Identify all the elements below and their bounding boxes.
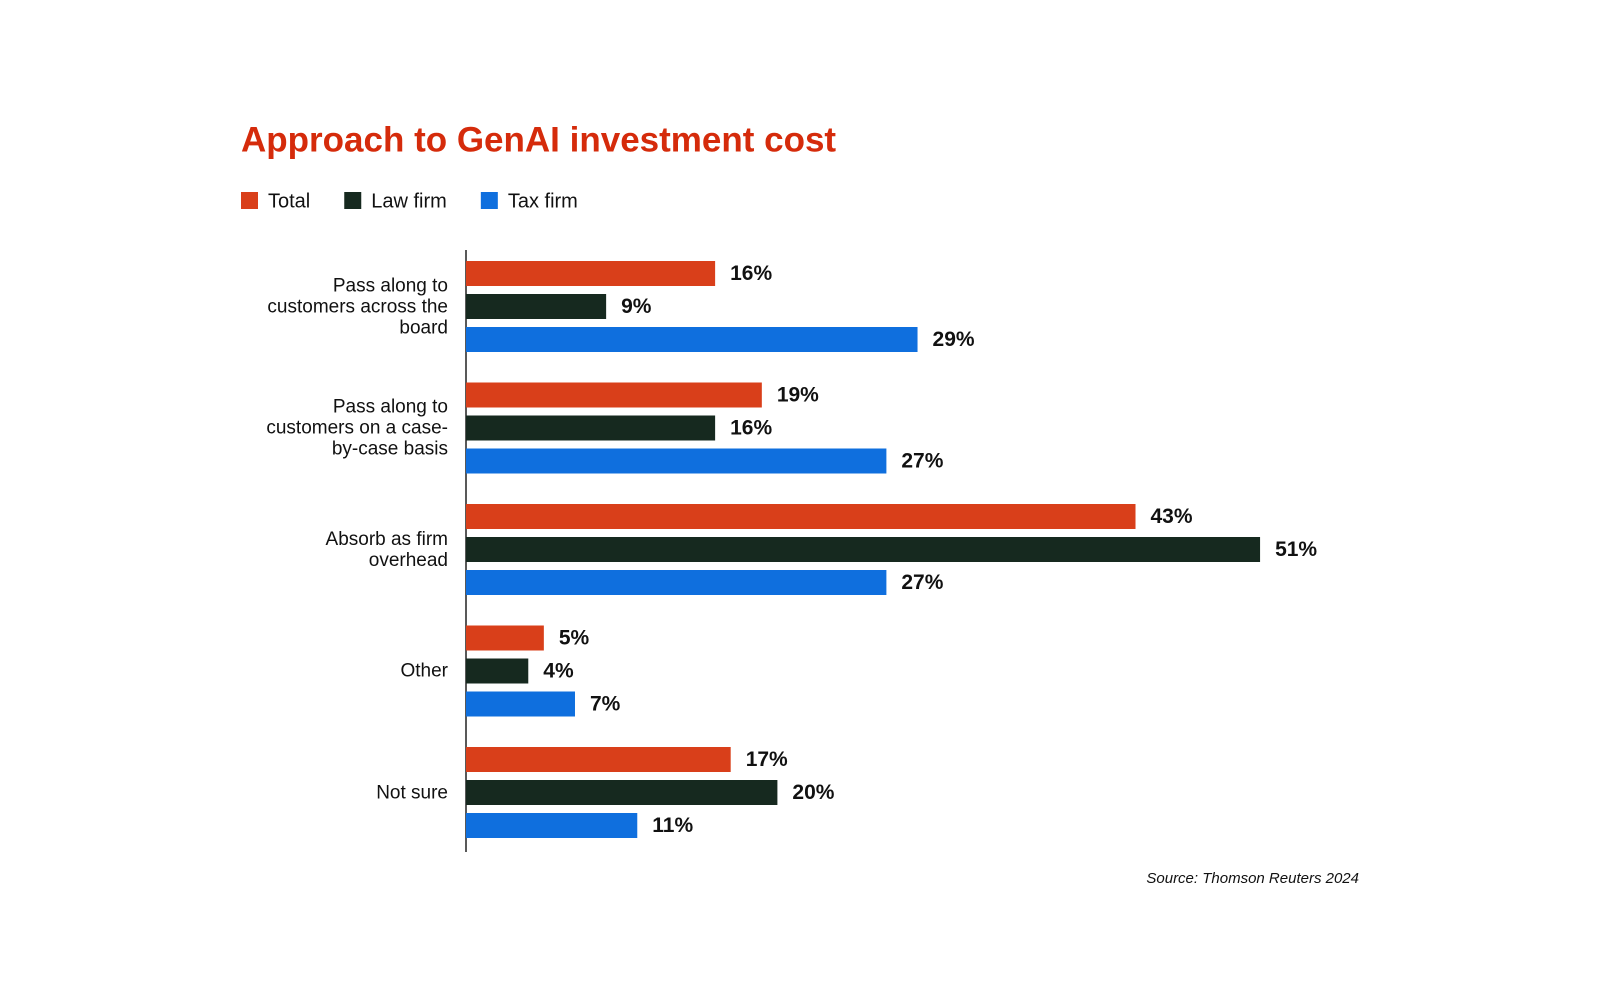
value-label: 9% [621,295,652,318]
bar [466,747,731,772]
value-label: 19% [777,384,819,407]
legend-label: Tax firm [508,190,578,212]
legend-swatch [344,192,362,209]
value-label: 51% [1275,538,1317,561]
bar [466,570,887,595]
value-label: 7% [590,693,621,716]
bar [466,813,638,838]
category-label: Pass along to customers across the board [267,275,448,338]
bar [466,448,887,474]
value-label: 20% [792,781,834,804]
value-label: 16% [730,262,772,285]
value-label: 4% [543,660,574,683]
bar [466,537,1261,562]
legend-label: Law firm [371,190,447,212]
legend-swatch [480,192,498,209]
bar [466,691,575,717]
value-label: 29% [933,328,975,351]
value-label: 11% [652,814,693,837]
category-label: Absorb as firm overhead [325,528,448,571]
value-label: 17% [746,748,788,771]
value-label: 5% [559,627,590,650]
bar [466,504,1136,529]
category-label: Pass along to customers on a case-by-cas… [266,396,448,460]
chart-title: Approach to GenAI investment cost [241,120,836,159]
category-label: Other [400,660,448,682]
bar [466,382,762,408]
bar [466,294,607,319]
legend-label: Total [268,190,310,212]
category-label: Not sure [376,782,448,803]
bar [466,327,918,352]
bar [466,415,716,441]
bar [466,658,529,684]
value-label: 43% [1151,505,1193,528]
value-label: 27% [901,571,943,594]
value-label: 27% [901,450,943,473]
source-note: Source: Thomson Reuters 2024 [1146,870,1359,887]
bar [466,261,716,286]
legend-swatch [241,192,258,209]
bar [466,625,544,651]
value-label: 16% [730,417,772,440]
bar [466,780,778,805]
